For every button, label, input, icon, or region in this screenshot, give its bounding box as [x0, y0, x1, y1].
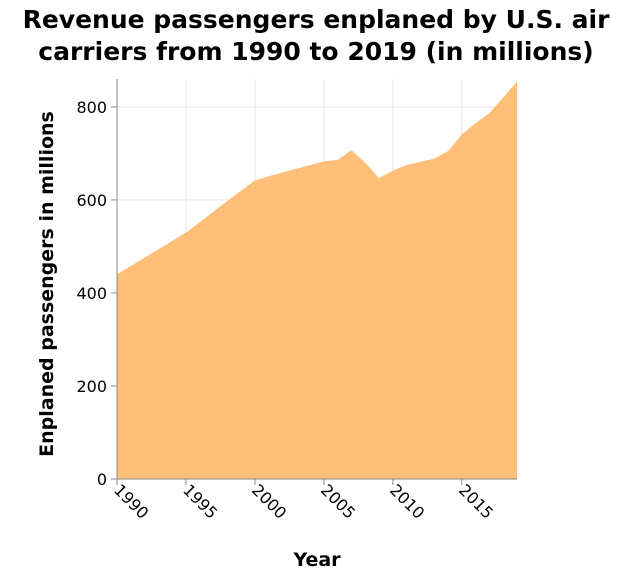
y-tick-label-200: 200	[76, 377, 107, 396]
x-tick-label-2010: 2010	[386, 480, 428, 522]
chart-title-line-1: Revenue passengers enplaned by U.S. air	[22, 5, 610, 34]
y-axis-title: Enplaned passengers in millions	[36, 111, 58, 457]
x-axis-title: Year	[292, 549, 341, 571]
x-tick-label-1995: 1995	[179, 480, 221, 522]
y-tick-label-0: 0	[97, 470, 107, 489]
area-series	[117, 81, 517, 479]
x-tick-label-1990: 1990	[110, 480, 152, 522]
x-tick-label-2000: 2000	[248, 480, 290, 522]
x-tick-label-2005: 2005	[317, 480, 359, 522]
y-tick-label-600: 600	[76, 191, 107, 210]
chart-title-line-2: carriers from 1990 to 2019 (in millions)	[38, 37, 594, 66]
area-fill	[117, 81, 517, 479]
y-tick-label-400: 400	[76, 284, 107, 303]
y-tick-label-800: 800	[76, 98, 107, 117]
x-tick-label-2015: 2015	[455, 480, 497, 522]
chart-title: Revenue passengers enplaned by U.S. air …	[0, 4, 632, 68]
